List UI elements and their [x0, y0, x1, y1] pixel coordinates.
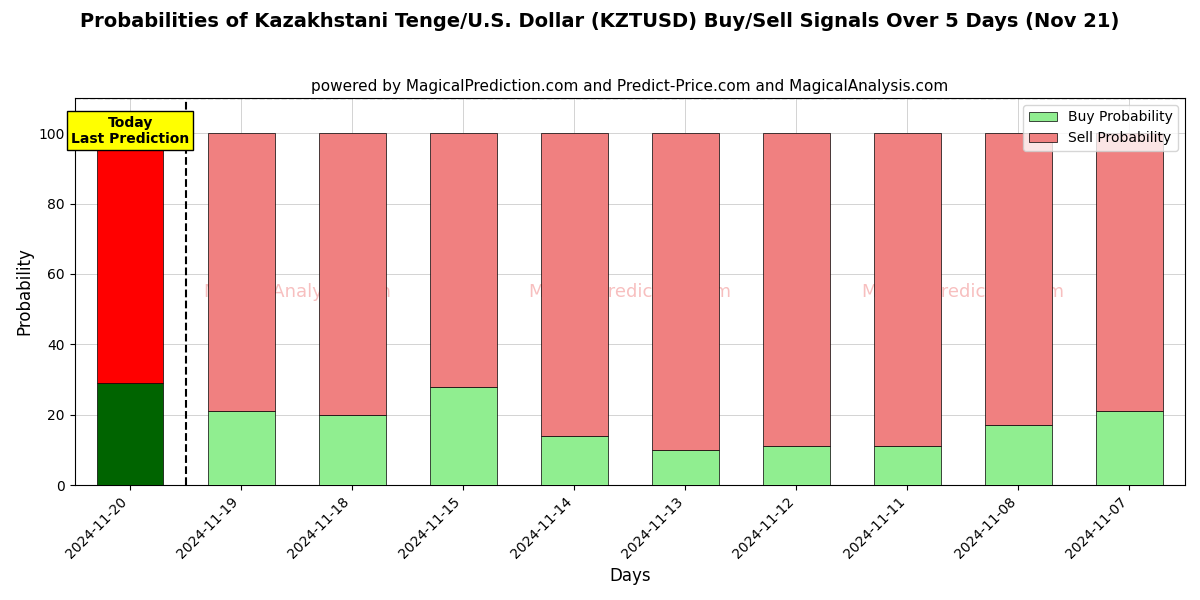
- Bar: [208, 411, 275, 485]
- Legend: Buy Probability, Sell Probability: Buy Probability, Sell Probability: [1024, 105, 1178, 151]
- Bar: [541, 133, 607, 436]
- Text: MagicalAnalysis.com: MagicalAnalysis.com: [203, 283, 391, 301]
- Bar: [985, 425, 1051, 485]
- Bar: [874, 446, 941, 485]
- Bar: [763, 133, 829, 446]
- Title: powered by MagicalPrediction.com and Predict-Price.com and MagicalAnalysis.com: powered by MagicalPrediction.com and Pre…: [311, 79, 948, 94]
- Bar: [652, 133, 719, 450]
- Text: MagicalPrediction.com: MagicalPrediction.com: [528, 283, 731, 301]
- Bar: [430, 133, 497, 386]
- Bar: [208, 133, 275, 411]
- Bar: [1096, 411, 1163, 485]
- Bar: [874, 133, 941, 446]
- Bar: [541, 436, 607, 485]
- Bar: [319, 415, 385, 485]
- Bar: [985, 133, 1051, 425]
- Bar: [430, 386, 497, 485]
- Text: Probabilities of Kazakhstani Tenge/U.S. Dollar (KZTUSD) Buy/Sell Signals Over 5 : Probabilities of Kazakhstani Tenge/U.S. …: [80, 12, 1120, 31]
- Text: MagicalPrediction.com: MagicalPrediction.com: [862, 283, 1064, 301]
- X-axis label: Days: Days: [610, 567, 650, 585]
- Y-axis label: Probability: Probability: [16, 248, 34, 335]
- Bar: [1096, 133, 1163, 411]
- Bar: [763, 446, 829, 485]
- Bar: [319, 133, 385, 415]
- Text: Today
Last Prediction: Today Last Prediction: [71, 116, 190, 146]
- Bar: [97, 383, 163, 485]
- Bar: [652, 450, 719, 485]
- Bar: [97, 133, 163, 383]
